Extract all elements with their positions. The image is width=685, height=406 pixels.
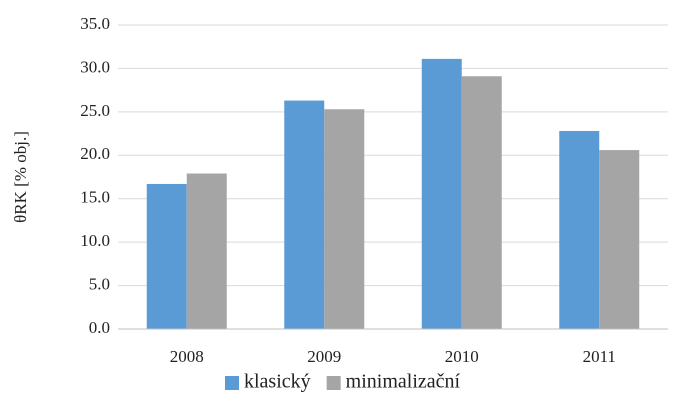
bar [146, 183, 187, 329]
y-tick-label: 10.0 [80, 231, 110, 250]
x-tick-label: 2010 [445, 347, 479, 366]
bar [559, 130, 600, 329]
legend-swatch [326, 376, 341, 390]
y-tick-label: 20.0 [80, 144, 110, 163]
bar [421, 58, 462, 329]
legend-label: minimalizační [346, 371, 461, 393]
bar [599, 150, 640, 329]
y-tick-label: 15.0 [80, 188, 110, 207]
bar [186, 173, 227, 329]
y-tick-label: 30.0 [80, 57, 110, 76]
x-tick-label: 2008 [170, 347, 204, 366]
bar [461, 76, 502, 329]
bar [324, 109, 365, 329]
y-tick-label: 35.0 [80, 14, 110, 33]
y-tick-label: 5.0 [89, 274, 110, 293]
y-tick-label: 0.0 [89, 318, 110, 337]
y-tick-label: 25.0 [80, 101, 110, 120]
legend-swatch [225, 376, 239, 390]
bar [284, 100, 325, 330]
x-tick-label: 2011 [583, 347, 616, 366]
y-axis-label: θRK [% obj.] [11, 131, 30, 223]
legend-label: klasický [244, 371, 311, 393]
x-tick-label: 2009 [307, 347, 341, 366]
